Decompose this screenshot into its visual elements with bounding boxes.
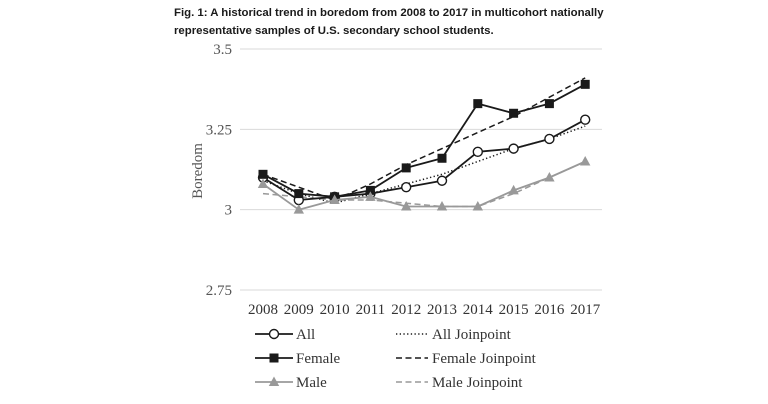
data-point-all: [436, 175, 448, 186]
x-tick-label: 2009: [284, 302, 314, 318]
data-point-female: [544, 99, 554, 109]
data-point-male: [580, 155, 591, 166]
legend-label-all-joinpoint: All Joinpoint: [432, 327, 512, 343]
y-axis-label: Boredom: [190, 143, 206, 199]
data-point-female: [473, 99, 483, 109]
series-lines: [257, 77, 591, 214]
series-line-male-joinpoint: [262, 160, 586, 208]
data-point-male: [401, 200, 412, 211]
y-tick-label: 3.5: [213, 42, 232, 58]
data-point-male: [257, 178, 269, 188]
legend-label-female-joinpoint: Female Joinpoint: [432, 351, 537, 367]
data-point-female: [580, 79, 590, 89]
legend-marker-all: [268, 328, 280, 340]
y-tick-label: 2.75: [206, 283, 232, 299]
x-tick-label: 2008: [248, 302, 278, 318]
data-point-all: [472, 146, 483, 158]
legend: All Female Male All Joinpoint Female Joinpoi…: [255, 327, 537, 391]
x-tick-label: 2012: [391, 302, 421, 318]
x-tick-label: 2014: [463, 302, 494, 318]
x-tick-label: 2015: [499, 302, 529, 318]
data-point-female: [437, 153, 447, 163]
figure-caption: Fig. 1: A historical trend in boredom fr…: [174, 4, 624, 40]
data-point-female: [509, 108, 519, 118]
data-point-female: [258, 169, 268, 179]
data-point-male: [365, 191, 376, 201]
legend-label-male: Male: [296, 375, 327, 391]
x-tick-label: 2011: [356, 302, 385, 318]
data-point-all: [580, 114, 591, 125]
x-tick-label: 2017: [570, 302, 601, 318]
data-point-female: [365, 185, 375, 195]
series-line-female-joinpoint: [262, 77, 586, 201]
data-point-male: [508, 184, 519, 195]
legend-marker-male: [268, 376, 280, 386]
x-axis-ticks: 2008 2009 2010 2011 2012 2013 2014 2015 2016 2017: [248, 302, 601, 318]
y-tick-label: 3: [225, 203, 233, 219]
x-tick-label: 2013: [427, 302, 457, 318]
caption-line-2: representative samples of U.S. secondary…: [174, 25, 494, 37]
legend-label-female: Female: [296, 351, 340, 367]
data-point-male: [293, 204, 304, 214]
series-line-all: [262, 118, 586, 201]
y-tick-label: 3.25: [206, 122, 232, 138]
caption-line-1: Fig. 1: A historical trend in boredom fr…: [174, 7, 604, 19]
series-line-male: [262, 160, 586, 211]
legend-marker-female: [269, 353, 279, 363]
gridlines: [240, 48, 602, 291]
x-tick-label: 2010: [320, 302, 350, 318]
legend-label-male-joinpoint: Male Joinpoint: [432, 375, 523, 391]
data-point-male: [329, 194, 340, 205]
data-point-male: [544, 172, 555, 182]
data-point-all: [401, 181, 412, 193]
y-axis-ticks: 3.5 3.25 3 2.75: [206, 42, 232, 299]
data-point-male: [472, 200, 483, 211]
data-point-all: [508, 143, 519, 154]
data-point-female: [294, 189, 304, 199]
x-tick-label: 2016: [534, 302, 565, 318]
legend-label-all: All: [296, 327, 315, 343]
data-point-female: [401, 163, 411, 173]
data-point-all: [544, 133, 555, 145]
series-line-female: [262, 83, 586, 198]
data-point-male: [436, 200, 448, 211]
